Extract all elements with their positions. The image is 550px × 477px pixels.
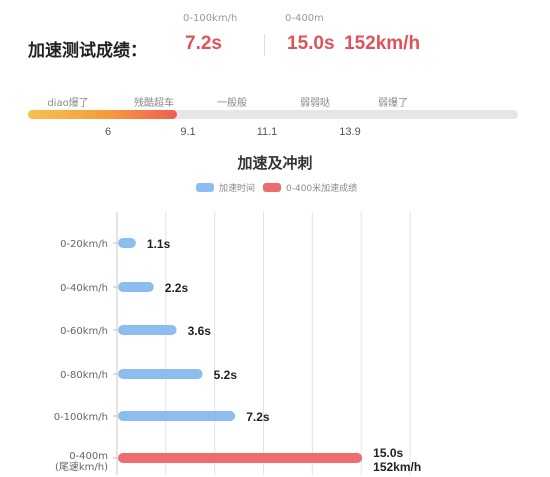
- category-label: 0-20km/h: [60, 239, 108, 250]
- category-label: 0-60km/h: [60, 326, 108, 337]
- rating-tick-1: 9.1: [180, 126, 196, 138]
- bar: [118, 411, 236, 421]
- rating-tier-4: 弱爆了: [378, 98, 408, 109]
- category-label: 0-400m: [69, 451, 108, 462]
- quarter-time: 15.0s: [287, 33, 335, 54]
- bar: [118, 369, 203, 379]
- page-title: 加速测试成绩：: [28, 41, 147, 61]
- legend-item-accel: 加速时间: [196, 181, 255, 194]
- value-label: 3.6s: [188, 324, 212, 338]
- bar: [118, 325, 177, 335]
- value-label: 15.0s: [373, 446, 403, 460]
- rating-track: [28, 110, 518, 119]
- rating-tick-2: 11.1: [256, 126, 278, 138]
- category-label: 0-40km/h: [60, 283, 108, 294]
- category-label: 0-80km/h: [60, 370, 108, 381]
- value-label: 1.1s: [147, 237, 171, 251]
- value-label: 7.2s: [246, 410, 270, 424]
- value-label: 2.2s: [165, 281, 189, 295]
- accel-caption: 0-100km/h: [183, 13, 238, 24]
- rating-tier-2: 一般般: [217, 98, 247, 109]
- bar: [118, 238, 136, 248]
- rating-tier-3: 弱弱哒: [300, 98, 330, 109]
- value-label: 5.2s: [214, 368, 238, 382]
- rating-fill: [28, 110, 177, 119]
- bar: [118, 282, 154, 292]
- legend-swatch-accel: [196, 183, 214, 192]
- chart-title: 加速及冲刺: [237, 154, 313, 172]
- value-sublabel: 152km/h: [373, 460, 421, 474]
- rating-tick-3: 13.9: [339, 126, 361, 138]
- category-label: 0-100km/h: [54, 412, 108, 423]
- legend-swatch-quarter: [263, 183, 281, 192]
- quarter-speed: 152km/h: [344, 33, 421, 54]
- rating-tier-1: 残酷超车: [134, 98, 174, 109]
- legend-label-quarter: 0-400米加速成绩: [286, 184, 358, 194]
- accel-value: 7.2s: [185, 33, 222, 54]
- header-divider: [264, 34, 265, 56]
- rating-tick-0: 6: [104, 126, 112, 138]
- quarter-caption: 0-400m: [285, 13, 324, 24]
- rating-tier-0: diao爆了: [47, 98, 89, 109]
- category-sublabel: (尾速km/h): [55, 461, 108, 473]
- bar: [118, 453, 363, 463]
- legend-item-quarter: 0-400米加速成绩: [263, 181, 357, 194]
- legend-label-accel: 加速时间: [219, 184, 256, 194]
